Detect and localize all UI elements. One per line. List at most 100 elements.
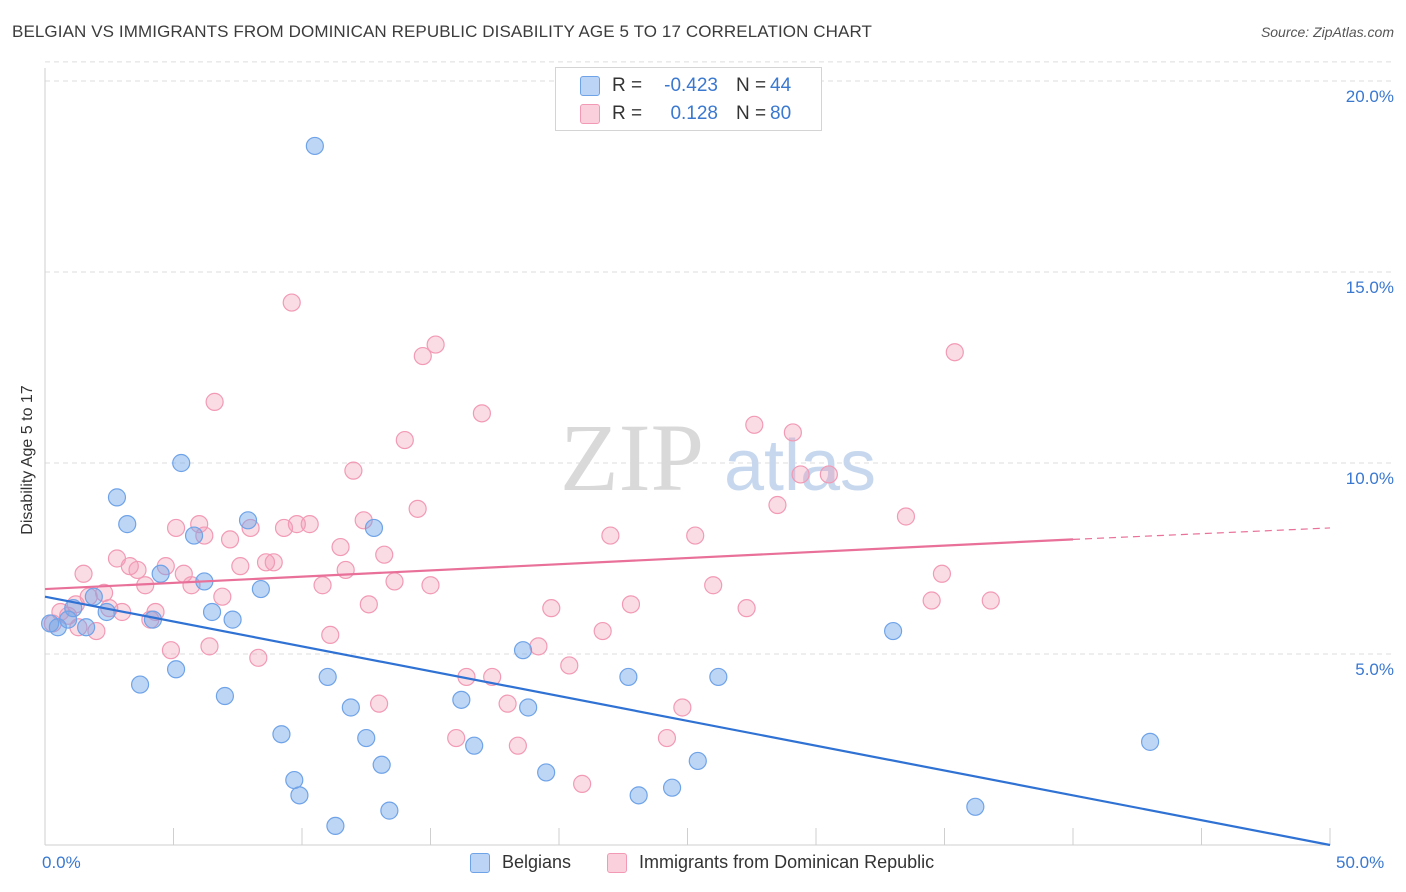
dominican-point — [231, 557, 250, 576]
dominican-point — [421, 576, 440, 595]
belgian-point — [513, 641, 533, 660]
belgian-point — [380, 801, 399, 820]
belgian-point — [107, 488, 127, 507]
belgian-point — [130, 675, 150, 694]
dominican-point — [74, 564, 93, 583]
dominican-point — [220, 530, 240, 549]
dominican-point — [344, 461, 363, 480]
dominican-point — [256, 553, 276, 572]
dominican-point — [375, 545, 394, 564]
dominican-point — [413, 346, 432, 366]
legend-row-belgians: R = -0.423 N = 44 — [580, 74, 791, 98]
dominican-point — [922, 591, 941, 610]
watermark-zip: ZIP — [560, 404, 704, 511]
dominican-point — [945, 343, 964, 362]
belgian-point — [883, 621, 903, 641]
belgian-point — [215, 686, 234, 706]
dominican-point — [300, 515, 319, 534]
belgian-point — [77, 618, 96, 637]
dominican-point — [529, 637, 548, 656]
dominican-point — [573, 774, 592, 793]
y-tick-5: 5.0% — [1355, 660, 1394, 679]
belgian-point — [465, 736, 484, 755]
n-value: 44 — [770, 75, 792, 96]
belgian-point — [118, 515, 137, 534]
belgian-point — [688, 751, 707, 771]
dominican-point — [408, 499, 427, 518]
trend-lines — [44, 527, 1331, 847]
dominican-point — [472, 404, 491, 423]
belgian-point — [372, 755, 391, 774]
belgian-point — [272, 725, 291, 744]
belgian-point — [305, 136, 324, 156]
axes — [44, 68, 1331, 846]
belgian-point — [285, 770, 304, 790]
dominican-point — [560, 656, 579, 675]
gridlines — [45, 61, 1395, 655]
dominican-point — [621, 595, 641, 614]
dominican-point — [395, 430, 414, 450]
y-tick-20: 20.0% — [1345, 87, 1394, 106]
dominican-point — [673, 698, 692, 717]
dominican-point — [69, 618, 88, 637]
belgian-point — [619, 667, 638, 687]
dominican-point — [819, 465, 838, 484]
belgians-label: Belgians — [502, 852, 572, 872]
belgian-point — [184, 526, 204, 545]
dominican-trend-extension — [1072, 527, 1331, 540]
belgian-point — [172, 453, 191, 473]
belgian-point — [251, 579, 270, 599]
dominican-point — [932, 564, 952, 583]
n-label: N = — [736, 75, 767, 96]
belgian-point — [202, 602, 222, 622]
dominican-point — [264, 553, 283, 572]
dominican-point — [213, 587, 232, 606]
dominican-point — [704, 576, 723, 595]
dominican-swatch — [580, 104, 600, 124]
source-label: Source: ZipAtlas.com — [1260, 24, 1394, 40]
dominican-point — [200, 637, 219, 656]
dominican-point — [190, 515, 209, 534]
chart-title: BELGIAN VS IMMIGRANTS FROM DOMINICAN REP… — [12, 22, 873, 41]
legend-dominican[interactable]: Immigrants from Dominican Republic — [607, 852, 934, 873]
correlation-legend: R = -0.423 N = 44 R = 0.128 N = 80 — [555, 67, 822, 131]
dominican-point — [205, 392, 224, 411]
dominican-point — [166, 518, 186, 538]
dominican-point — [791, 465, 810, 484]
dominican-point — [313, 576, 332, 595]
legend-belgians[interactable]: Belgians — [470, 852, 571, 873]
dominican-point — [359, 595, 378, 614]
dominican-point — [657, 728, 677, 748]
dominican-point — [385, 572, 404, 591]
belgian-point — [48, 618, 67, 637]
dominican-point — [498, 694, 517, 713]
belgians-trend-line — [44, 595, 1331, 847]
dominican-point — [282, 293, 301, 312]
dominican-point — [686, 526, 705, 545]
dominican-point — [87, 621, 106, 641]
x-tick-min: 0.0% — [42, 853, 81, 872]
dominican-point — [896, 507, 916, 526]
r-label: R = — [612, 75, 643, 96]
dominican-point — [593, 621, 612, 641]
dominican-point — [195, 526, 214, 545]
belgian-point — [452, 690, 471, 709]
dominican-point — [331, 537, 350, 557]
dominican-point — [981, 591, 1000, 610]
dominican-point — [783, 423, 802, 442]
belgian-point — [537, 763, 556, 782]
belgian-points — [41, 136, 1160, 836]
belgian-point — [238, 511, 258, 530]
dominican-point — [426, 335, 445, 354]
dominican-point — [508, 736, 527, 755]
x-tick-max: 50.0% — [1336, 853, 1385, 872]
belgian-point — [364, 518, 384, 538]
r-label: R = — [612, 103, 643, 124]
dominican-point — [249, 648, 268, 667]
y-tick-10: 10.0% — [1345, 469, 1394, 488]
n-value: 80 — [770, 103, 792, 124]
dominican-point — [128, 560, 147, 580]
belgian-point — [290, 786, 309, 805]
dominican-point — [447, 728, 466, 748]
series-legend: Belgians Immigrants from Dominican Repub… — [470, 852, 970, 873]
